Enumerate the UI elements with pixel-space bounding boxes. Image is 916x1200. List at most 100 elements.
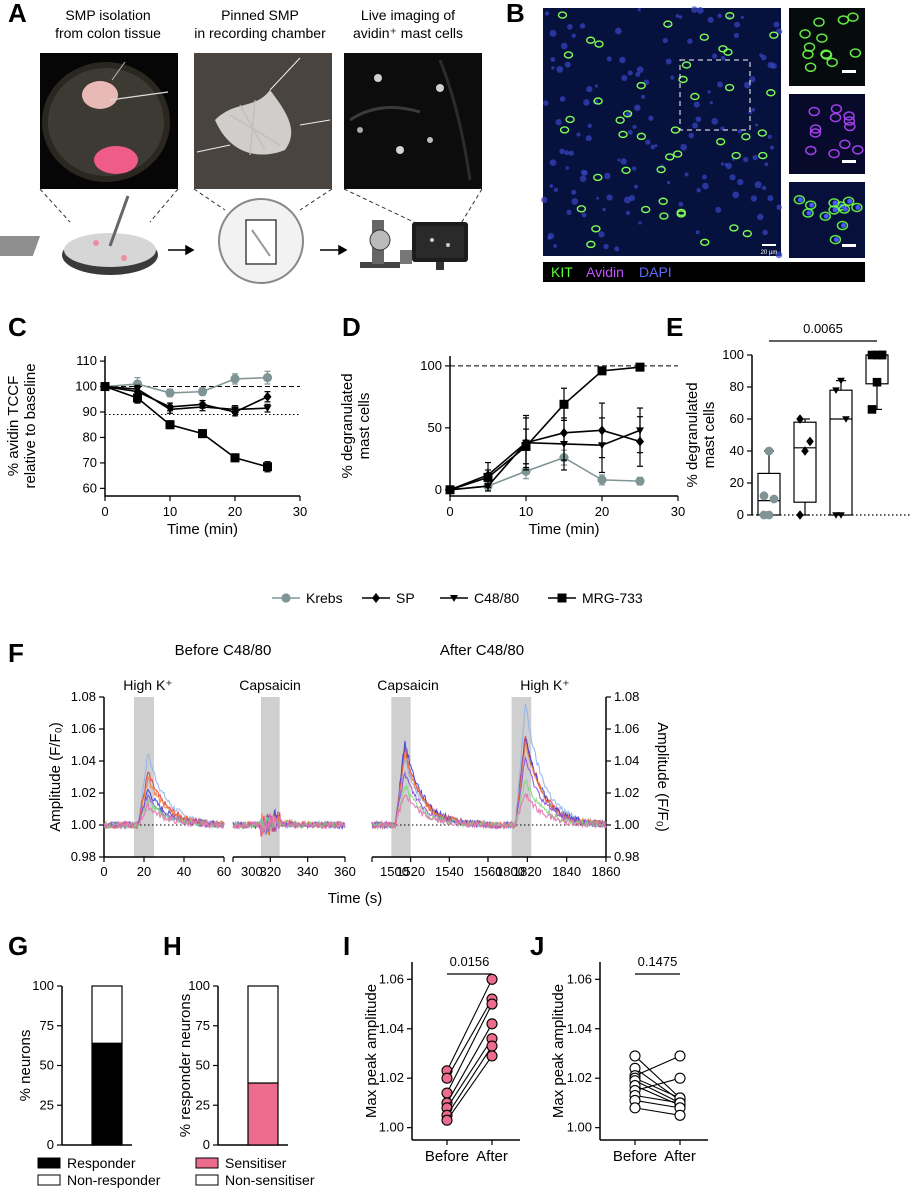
photo-live-imaging <box>344 53 482 189</box>
kit-positive-cell <box>723 48 733 56</box>
y-tick-label: 100 <box>32 978 54 993</box>
scale-bar-label: 20 µm <box>761 250 778 256</box>
inset-nucleus <box>833 237 839 243</box>
x-tick-label: 1860 <box>592 864 621 879</box>
dapi-nucleus <box>734 21 741 28</box>
dapi-nucleus <box>571 33 576 38</box>
data-point-before <box>629 1102 641 1114</box>
dapi-nucleus <box>598 231 605 238</box>
dapi-nucleus <box>717 81 723 88</box>
y-tick-label: 0 <box>435 482 442 497</box>
dapi-nucleus <box>702 174 707 180</box>
kit-positive-cell <box>725 12 735 20</box>
data-point-after <box>674 1109 686 1121</box>
legend-swatch <box>195 1174 219 1186</box>
trace-neuron-2 <box>487 736 607 829</box>
kit-positive-cell <box>658 197 668 205</box>
data-point-krebs <box>764 446 774 456</box>
x-tick-label: 40 <box>177 864 191 879</box>
dapi-nucleus <box>752 154 758 161</box>
dapi-nucleus <box>620 158 627 165</box>
data-point-after <box>486 1018 498 1030</box>
dapi-nucleus <box>571 189 577 195</box>
dapi-nucleus <box>603 243 609 250</box>
x-tick-label: 320 <box>259 864 281 879</box>
trace-neuron-4 <box>371 752 489 831</box>
p-value-label: 0.0156 <box>450 954 490 969</box>
data-point-after <box>674 1072 686 1084</box>
dapi-nucleus <box>542 100 549 106</box>
data-point-before <box>441 1114 453 1126</box>
y-tick-label: 100 <box>75 379 97 394</box>
schematic-petri-dish <box>0 195 158 275</box>
dapi-nucleus <box>559 148 565 155</box>
pair-line <box>446 979 493 1072</box>
y-tick-label: 70 <box>83 455 97 470</box>
data-point-c48/80 <box>133 386 142 394</box>
x-tick-label: 10 <box>163 504 177 519</box>
y-tick-label: 1.06 <box>379 971 404 986</box>
kit-positive-cell <box>690 92 700 101</box>
pair-line <box>634 1055 681 1099</box>
y-tick-label: 20 <box>730 475 744 490</box>
stimulus-label: High K⁺ <box>520 677 569 693</box>
dapi-nucleus <box>576 132 581 137</box>
chart-g: 0 25 50 75 100 % neurons ResponderNon-responde… <box>17 978 161 1188</box>
dapi-nucleus <box>720 55 726 61</box>
dapi-nucleus <box>776 204 782 210</box>
dapi-nucleus <box>678 15 683 19</box>
kit-positive-cell <box>742 229 753 238</box>
pair-line <box>446 1045 493 1116</box>
inset-cell <box>802 49 814 60</box>
inset-cell <box>808 106 820 117</box>
data-point-before <box>629 1050 641 1062</box>
kit-positive-cell <box>586 240 596 249</box>
dapi-nucleus <box>637 7 641 12</box>
kit-positive-cell <box>591 225 601 233</box>
y-tick-label-right: 1.04 <box>614 753 639 768</box>
y-axis-label: mast cells <box>356 393 373 460</box>
dapi-nucleus <box>740 15 744 20</box>
dapi-nucleus <box>606 56 612 62</box>
inset-nucleus <box>840 223 846 229</box>
inset-nucleus <box>832 207 838 213</box>
dapi-nucleus <box>547 235 552 240</box>
data-point-c48/80 <box>837 377 845 385</box>
inset-cell <box>813 17 825 27</box>
kit-positive-cell <box>700 238 710 247</box>
dapi-nucleus <box>634 104 641 112</box>
dapi-nucleus <box>760 54 767 61</box>
dapi-nucleus <box>635 71 641 77</box>
y-tick-label: 80 <box>730 379 744 394</box>
y-tick-label: 60 <box>83 480 97 495</box>
dapi-nucleus <box>687 38 693 44</box>
y-tick-label: 1.04 <box>71 753 96 768</box>
dapi-nucleus <box>707 16 714 23</box>
dapi-nucleus <box>565 166 570 170</box>
dapi-nucleus <box>617 158 621 162</box>
dapi-nucleus <box>587 123 592 128</box>
x-axis-label: Time (min) <box>528 521 599 538</box>
dapi-nucleus <box>625 210 631 216</box>
dapi-nucleus <box>602 207 606 212</box>
y-tick-label: 80 <box>83 429 97 444</box>
legend-swatch <box>37 1174 61 1186</box>
photo-pinned-smp <box>194 53 332 189</box>
kit-positive-cell <box>585 36 596 44</box>
y-tick-label: 1.00 <box>71 817 96 832</box>
dapi-nucleus <box>586 86 593 93</box>
kit-positive-cell <box>757 129 767 137</box>
y-tick-label: 100 <box>420 358 442 373</box>
pair-line <box>634 1055 681 1077</box>
y-tick-label: 1.00 <box>379 1120 404 1135</box>
bar-segment-sensitiser <box>247 1082 279 1146</box>
y-tick-label: 100 <box>722 347 744 362</box>
dapi-nucleus <box>650 144 656 150</box>
kit-positive-cell <box>618 130 628 139</box>
dapi-nucleus <box>559 96 566 102</box>
data-point-c48/80 <box>263 405 272 413</box>
legend-label: SP <box>396 590 415 606</box>
dapi-nucleus <box>761 185 767 191</box>
dapi-nucleus <box>696 6 704 14</box>
series-line-sp <box>449 429 641 491</box>
